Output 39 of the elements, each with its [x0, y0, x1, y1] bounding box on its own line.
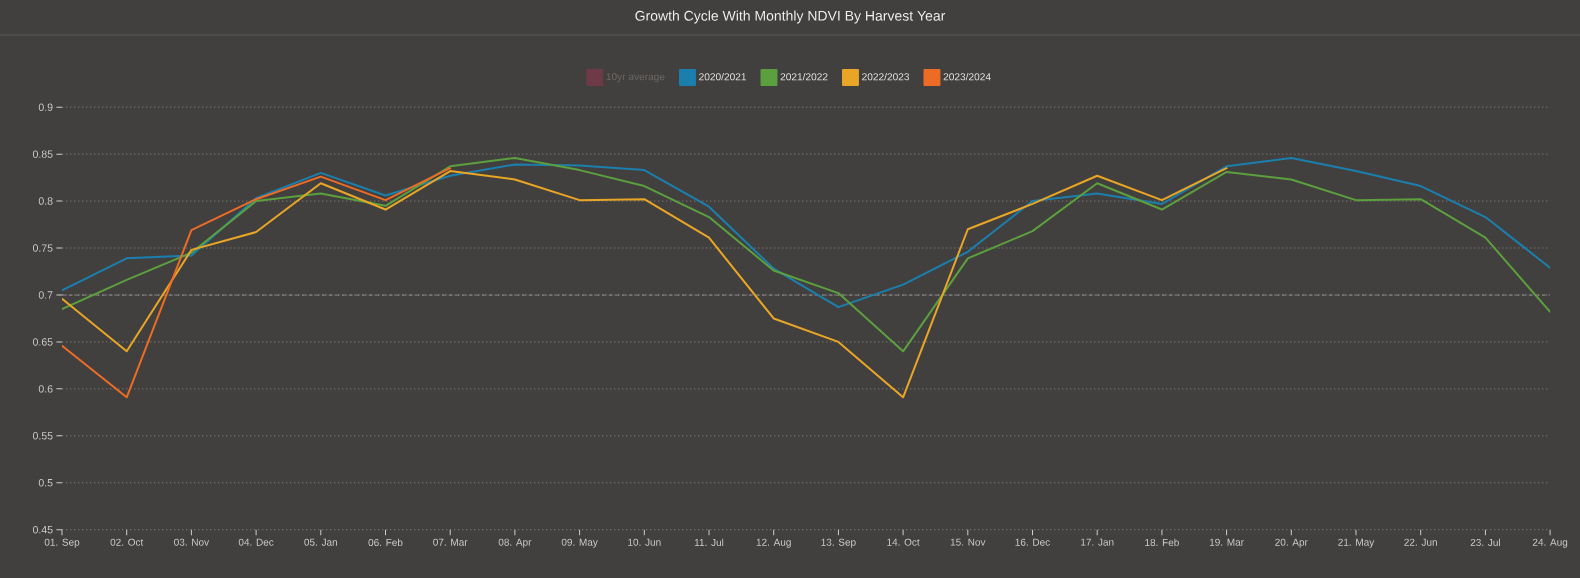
x-tick-label: 05. Jan	[304, 538, 338, 546]
y-tick-label: 0.7	[38, 291, 53, 299]
x-tick-label: 15. Nov	[950, 538, 986, 546]
legend-label: 2020/2021	[699, 72, 747, 81]
x-tick-label: 02. Oct	[110, 538, 144, 546]
x-tick-label: 06. Feb	[368, 538, 403, 547]
x-tick-label: 11. Jul	[694, 538, 724, 547]
y-tick-label: 0.45	[32, 525, 53, 534]
x-tick-label: 21. May	[1338, 538, 1375, 548]
x-tick-label: 03. Nov	[174, 538, 210, 546]
x-tick-label: 17. Jan	[1081, 538, 1114, 546]
x-tick-label: 20. Apr	[1275, 538, 1308, 548]
x-tick-label: 19. Mar	[1209, 538, 1244, 546]
y-tick-label: 0.8	[38, 197, 53, 205]
x-tick-label: 04. Dec	[238, 538, 274, 546]
y-tick-label: 0.55	[32, 432, 53, 440]
legend-label: 2022/2023	[862, 72, 910, 81]
x-tick-label: 18. Feb	[1145, 538, 1179, 547]
y-tick-label: 0.6	[38, 385, 53, 393]
x-tick-label: 22. Jun	[1404, 538, 1437, 546]
x-tick-label: 01. Sep	[44, 538, 80, 548]
x-tick-label: 13. Sep	[821, 538, 856, 548]
y-tick-label: 0.5	[38, 479, 53, 487]
y-tick-label: 0.75	[32, 244, 53, 252]
x-tick-label: 16. Dec	[1015, 538, 1050, 546]
y-tick-label: 0.65	[32, 338, 53, 346]
x-tick-label: 09. May	[561, 538, 598, 548]
chart-title: Growth Cycle With Monthly NDVI By Harvest Year	[635, 10, 946, 24]
y-tick-label: 0.9	[38, 103, 53, 111]
x-tick-label: 12. Aug	[756, 538, 791, 548]
legend-label: 2021/2022	[780, 72, 828, 81]
y-tick-label: 0.85	[32, 150, 53, 158]
legend-label: 2023/2024	[943, 72, 991, 81]
x-tick-label: 23. Jul	[1470, 538, 1500, 547]
x-tick-label: 07. Mar	[433, 538, 468, 546]
x-tick-label: 08. Apr	[498, 538, 532, 548]
x-tick-label: 14. Oct	[887, 538, 920, 546]
x-tick-label: 24. Aug	[1532, 538, 1568, 548]
x-tick-label: 10. Jun	[628, 538, 661, 546]
